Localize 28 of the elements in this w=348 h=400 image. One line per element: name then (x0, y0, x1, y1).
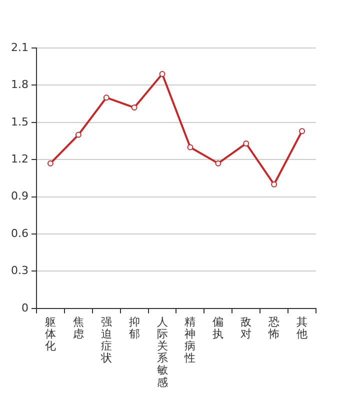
y-tick-label: 1.8 (10, 78, 28, 92)
y-tick-label: 0.9 (10, 190, 28, 203)
x-tick-label: 强迫症状 (100, 315, 112, 365)
x-tick-label: 躯体化 (44, 315, 56, 353)
point (47, 160, 54, 166)
point (243, 140, 250, 146)
y-tick-label: 0 (21, 301, 28, 314)
x-tick-label: 精神病性 (184, 315, 196, 365)
point (299, 128, 306, 134)
point (271, 181, 278, 188)
point (75, 132, 82, 138)
x-tick-label: 抑郁 (128, 315, 140, 340)
x-tick-label: 恐怖 (268, 315, 280, 340)
x-tick-label: 偏执 (212, 315, 224, 340)
y-tick-label: 0.3 (10, 264, 28, 278)
x-tick-label: 敌对 (240, 315, 252, 340)
y-tick-label: 1.5 (10, 115, 28, 128)
x-tick-label: 焦虑 (72, 315, 84, 340)
y-tick-label: 1.2 (10, 152, 28, 166)
x-tick-label: 人际关系敏感 (156, 315, 168, 389)
x-tick-label: 其他 (296, 315, 308, 340)
point (159, 71, 166, 78)
point (131, 104, 138, 111)
y-tick-label: 2.1 (10, 40, 28, 54)
point (215, 160, 222, 166)
point (103, 94, 110, 101)
y-tick-label: 0.6 (10, 226, 28, 240)
point (187, 144, 194, 150)
